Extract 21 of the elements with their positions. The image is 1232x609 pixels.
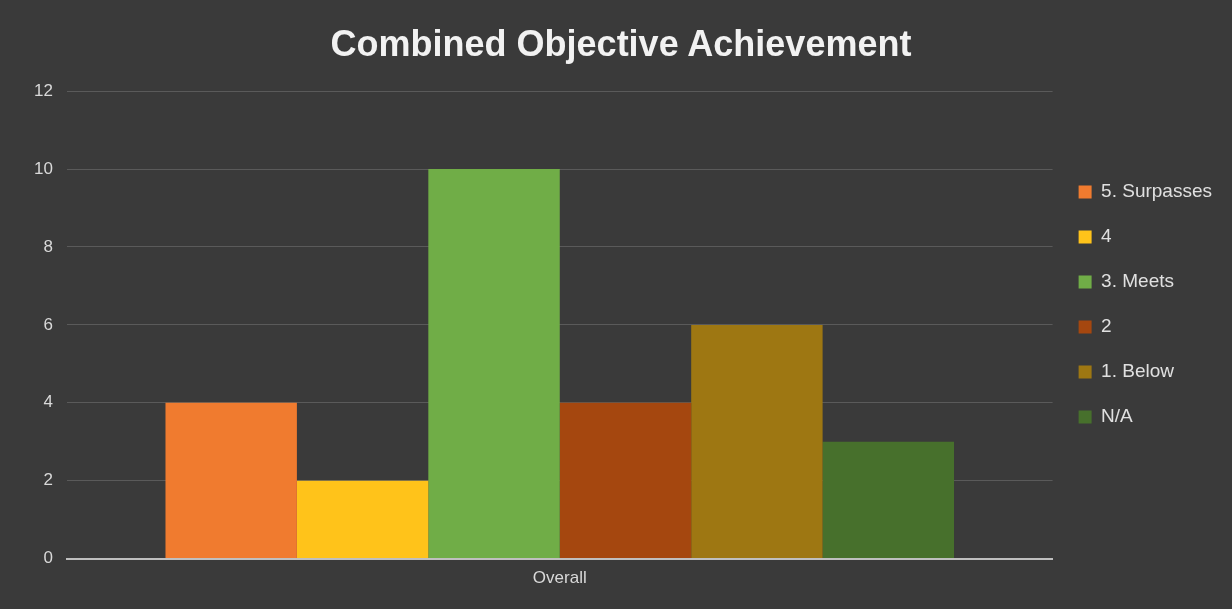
bar [296,480,429,559]
legend-label: 1. Below [1101,360,1175,382]
legend-label: 4 [1101,225,1113,247]
bar [165,402,297,559]
y-tick-label: 2 [43,470,53,490]
y-tick-label: 12 [33,80,53,100]
y-tick-label: 8 [43,236,53,256]
y-tick-label: 6 [43,314,53,334]
bar [691,324,823,559]
legend-label: 2 [1101,315,1112,337]
legend-label: N/A [1101,405,1134,427]
y-tick-label: 0 [43,548,53,568]
chart-title: Combined Objective Achievement [330,22,912,64]
bar [822,441,955,559]
legend-label: 5. Surpasses [1101,180,1213,202]
legend-label: 3. Meets [1101,270,1174,292]
y-tick-label: 10 [33,158,53,178]
bar [428,169,560,559]
y-tick-label: 4 [43,392,53,412]
bar [559,402,692,559]
x-tick-label: Overall [532,568,587,588]
